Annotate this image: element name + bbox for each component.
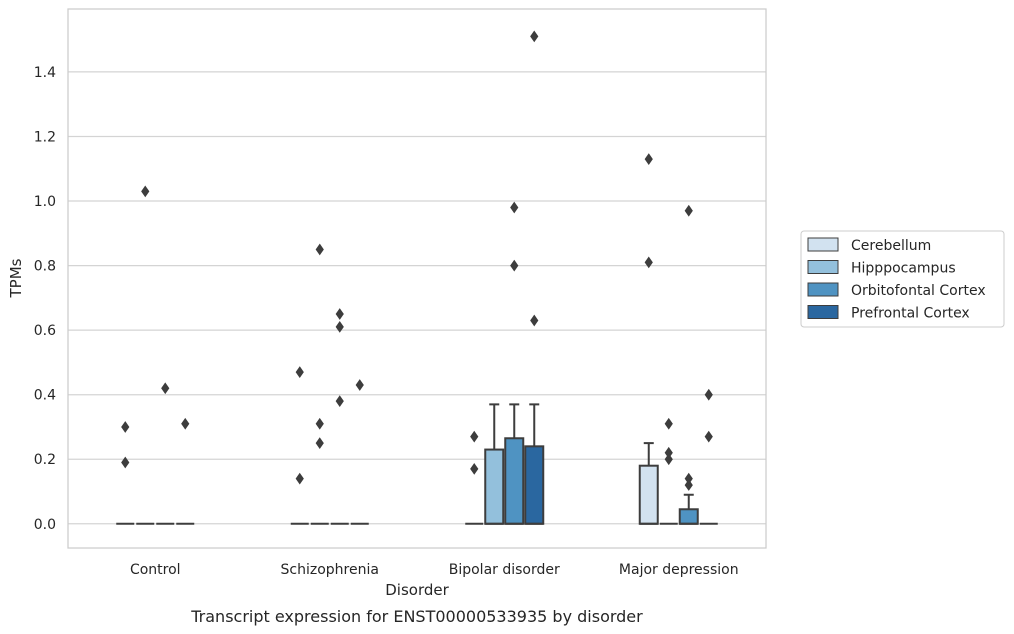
- legend-swatch: [807, 305, 839, 319]
- y-tick-label: 1.4: [34, 65, 56, 81]
- y-tick-label: 0.8: [34, 259, 56, 275]
- outlier-point: [295, 366, 304, 378]
- outlier-point: [315, 437, 324, 449]
- outlier-point: [704, 430, 713, 443]
- legend-label: Orbitofontal Cortex: [851, 283, 986, 299]
- outlier-point: [315, 417, 324, 430]
- outlier-point: [664, 417, 673, 430]
- legend-label: Cerebellum: [851, 238, 931, 254]
- outlier-point: [470, 463, 479, 475]
- y-tick-label: 0.0: [34, 517, 56, 533]
- outlier-point: [355, 379, 364, 391]
- plot-frame: [67, 8, 767, 549]
- box-group: [524, 403, 545, 525]
- outlier-point: [530, 314, 539, 327]
- box-rect: [524, 445, 545, 525]
- outlier-point: [161, 382, 170, 395]
- outliers: [121, 30, 713, 491]
- x-tick-label: Control: [130, 562, 181, 578]
- legend-swatch: [807, 237, 839, 252]
- y-tick-label: 1.0: [34, 194, 56, 210]
- outlier-point: [684, 472, 693, 485]
- y-tick-label: 0.6: [34, 323, 56, 339]
- box-rect: [678, 508, 699, 525]
- outlier-point: [121, 456, 130, 469]
- box-rect: [638, 464, 659, 525]
- box-rect: [484, 448, 505, 525]
- y-tick-label: 1.2: [34, 129, 56, 145]
- box-rect: [504, 437, 525, 525]
- outlier-point: [530, 30, 539, 43]
- outlier-point: [141, 185, 150, 198]
- x-tick-label: Schizophrenia: [281, 562, 379, 578]
- legend-frame: [800, 230, 1005, 328]
- box-group: [638, 442, 659, 525]
- box-group: [678, 493, 699, 525]
- outlier-point: [664, 453, 673, 466]
- x-tick-labels: Control Schizophrenia Bipolar disorder Majo…: [130, 562, 739, 578]
- outlier-point: [335, 308, 344, 320]
- outlier-point: [335, 395, 344, 408]
- x-axis-label: Disorder: [385, 581, 449, 599]
- box-group: [484, 403, 505, 525]
- outlier-point: [510, 201, 519, 214]
- y-tick-label: 0.4: [34, 388, 56, 404]
- outlier-point: [295, 472, 304, 485]
- legend: Cerebellum Hipppocampus Orbitofontal Corte…: [800, 230, 1005, 328]
- legend-swatch: [807, 260, 839, 274]
- x-tick-label: Major depression: [619, 562, 739, 578]
- outlier-point: [644, 153, 653, 165]
- x-tick-label: Bipolar disorder: [449, 562, 560, 578]
- boxes: [116, 403, 718, 525]
- outlier-point: [181, 417, 190, 430]
- box-group: [504, 403, 525, 525]
- outlier-point: [684, 204, 693, 217]
- chart-caption: Transcript expression for ENST0000053393…: [190, 607, 643, 626]
- outlier-point: [684, 479, 693, 491]
- outlier-point: [510, 259, 519, 272]
- outlier-point: [664, 446, 673, 459]
- legend-label: Prefrontal Cortex: [851, 306, 970, 322]
- outlier-point: [470, 430, 479, 443]
- y-axis-label: TPMs: [7, 258, 25, 298]
- outlier-point: [335, 321, 344, 333]
- y-tick-labels: 0.0 0.2 0.4 0.6 0.8 1.0 1.2 1.4: [34, 65, 56, 533]
- y-tick-label: 0.2: [34, 452, 56, 468]
- legend-swatch: [807, 282, 839, 297]
- outlier-point: [315, 243, 324, 256]
- legend-label: Hipppocampus: [851, 261, 956, 277]
- outlier-point: [121, 421, 130, 433]
- outlier-point: [704, 388, 713, 401]
- outlier-point: [644, 256, 653, 269]
